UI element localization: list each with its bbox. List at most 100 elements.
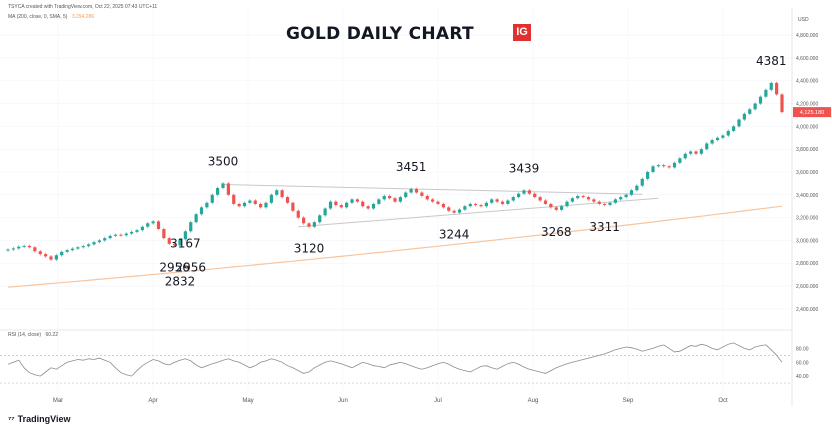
last-price-label: 4,125.180	[800, 110, 824, 116]
candle-body	[275, 190, 279, 195]
candle-body	[398, 197, 402, 202]
candle-body	[221, 183, 225, 188]
time-axis: Mar Apr May Jun Jul Aug Sep Oct	[53, 398, 728, 404]
candle-body	[108, 235, 112, 239]
candle-body	[350, 199, 354, 203]
rsi-tick-label: 40.00	[796, 374, 809, 380]
price-tick-label: 4,800.000	[796, 33, 818, 39]
candle-body	[646, 171, 650, 179]
candle-body	[130, 231, 134, 234]
candle-body	[216, 187, 220, 195]
candle-body	[629, 190, 634, 195]
candle-body	[457, 209, 462, 213]
candle-body	[441, 203, 445, 208]
candle-body	[543, 200, 548, 204]
candle-body	[323, 208, 327, 216]
candle-body	[334, 201, 338, 206]
candle-body	[732, 126, 736, 131]
candle-body	[151, 221, 155, 224]
candle-body	[54, 255, 58, 260]
candle-body	[656, 165, 660, 167]
candle-body	[253, 200, 257, 204]
price-tick-label: 3,800.000	[796, 147, 818, 153]
candle-body	[414, 188, 419, 193]
candle-body	[447, 207, 451, 211]
candle-body	[522, 190, 526, 194]
candle-body	[173, 243, 177, 246]
candle-body	[705, 143, 709, 150]
candle-body	[468, 203, 472, 207]
candle-body	[710, 140, 714, 144]
candle-body	[484, 202, 488, 207]
candle-body	[345, 202, 349, 208]
candle-body	[463, 206, 467, 210]
price-tick-label: 2,400.000	[796, 307, 818, 313]
time-tick-label: Mar	[53, 398, 63, 404]
candle-body	[371, 203, 376, 209]
candle-body	[92, 242, 96, 245]
candle-body	[490, 199, 494, 203]
candle-body	[167, 238, 171, 244]
candle-body	[87, 244, 91, 247]
time-tick-label: Apr	[148, 398, 157, 404]
candle-body	[764, 89, 768, 97]
price-annotation: 3451	[396, 160, 427, 174]
candle-body	[189, 222, 193, 232]
candle-body	[683, 153, 687, 159]
candle-body	[113, 234, 118, 236]
candle-body	[103, 238, 107, 241]
candle-body	[60, 251, 64, 256]
candles-layer	[6, 81, 784, 261]
candle-body	[135, 230, 139, 232]
candle-body	[689, 151, 693, 154]
candle-body	[393, 198, 397, 202]
candle-body	[22, 245, 26, 247]
rsi-line	[7, 342, 783, 377]
time-tick-label: Sep	[623, 398, 634, 404]
price-annotation: 2832	[165, 275, 196, 289]
candle-body	[517, 193, 521, 198]
candle-body	[694, 151, 698, 154]
grid	[0, 8, 792, 390]
candle-body	[76, 247, 80, 249]
rsi-pane: 80.00 60.00 40.00	[0, 342, 809, 384]
candle-body	[119, 234, 123, 236]
candle-body	[608, 202, 612, 205]
price-tick-label: 3,600.000	[796, 170, 818, 176]
candle-body	[500, 201, 505, 204]
candle-body	[667, 166, 671, 168]
candle-body	[753, 103, 757, 110]
ma-200-line	[7, 205, 783, 288]
attribution-text: TSYCA created with TradingView.com, Oct …	[8, 4, 158, 10]
candle-body	[377, 199, 381, 204]
candle-body	[775, 82, 779, 95]
price-annotation: 3244	[439, 228, 470, 242]
candle-body	[38, 251, 42, 255]
candle-body	[156, 221, 161, 230]
rsi-tick-label: 60.00	[796, 360, 809, 366]
price-annotation: 2956	[159, 260, 190, 274]
price-tick-label: 4,200.000	[796, 102, 818, 108]
price-annotation: 3311	[589, 220, 620, 234]
candle-body	[603, 203, 607, 205]
price-tick-label: 4,600.000	[796, 56, 818, 62]
candle-body	[737, 119, 741, 127]
rsi-legend-value: 60.22	[45, 332, 58, 338]
candle-body	[269, 194, 273, 203]
candle-body	[436, 201, 440, 204]
candle-body	[640, 178, 644, 186]
ma-200-layer	[7, 205, 783, 288]
candle-body	[318, 215, 322, 223]
resistance-trendline	[222, 184, 643, 195]
tradingview-logo-text: TradingView	[17, 414, 71, 424]
price-annotation: 3167	[170, 236, 201, 250]
candle-body	[780, 94, 784, 113]
candle-body	[758, 96, 763, 104]
candle-body	[597, 201, 601, 204]
candle-body	[382, 195, 386, 200]
candle-body	[237, 203, 241, 207]
candle-body	[361, 201, 365, 207]
candle-body	[560, 206, 564, 210]
candle-body	[570, 198, 574, 202]
